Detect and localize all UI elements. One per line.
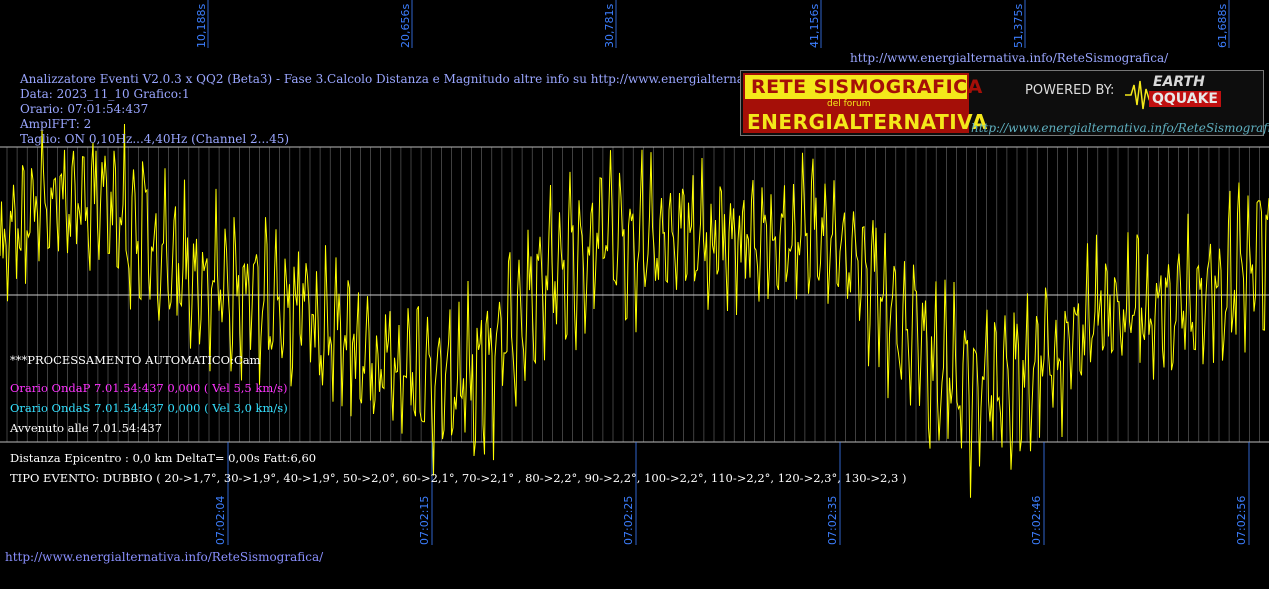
- header-amplfft: AmplFFT: 2: [20, 117, 92, 131]
- header-date: Data: 2023_11_10 Grafico:1: [20, 87, 190, 101]
- logo-title-2: del forum: [827, 99, 871, 109]
- quake-logo-text: QQUAKE: [1149, 91, 1221, 107]
- bottom-tick-label: 07:02:56: [1235, 496, 1248, 545]
- earth-logo-text: EARTH: [1153, 74, 1205, 90]
- bottom-tick-label: 07:02:46: [1030, 496, 1043, 545]
- bottom-tick-label: 07:02:04: [214, 496, 227, 545]
- top-tick-label: 30,781s: [603, 4, 616, 48]
- signal-trace: [0, 123, 1269, 498]
- tipo-evento-line: TIPO EVENTO: DUBBIO ( 20->1,7°, 30->1,9°…: [10, 471, 907, 485]
- header-time: Orario: 07:01:54:437: [20, 102, 149, 116]
- bottom-tick-label: 07:02:35: [826, 496, 839, 545]
- logo-url: http://www.energialternativa.info/ReteSi…: [971, 121, 1269, 135]
- bottom-tick-label: 07:02:15: [418, 496, 431, 545]
- bottom-url-link[interactable]: http://www.energialternativa.info/ReteSi…: [5, 550, 324, 564]
- processing-title: ***PROCESSAMENTO AUTOMATICO:Cam: [10, 353, 261, 367]
- top-tick-label: 41,156s: [808, 4, 821, 48]
- logo-title-1: RETE SISMOGRAFICA: [751, 76, 983, 98]
- distanza-line: Distanza Epicentro : 0,0 km DeltaT= 0,00…: [10, 451, 317, 465]
- top-tick-label: 20,656s: [399, 4, 412, 48]
- header-filter: Taglio: ON 0,10Hz...4,40Hz (Channel 2...…: [20, 132, 290, 146]
- top-url-link[interactable]: http://www.energialternativa.info/ReteSi…: [850, 51, 1169, 65]
- top-tick-label: 61,688s: [1216, 4, 1229, 48]
- bottom-tick-label: 07:02:25: [622, 496, 635, 545]
- avvenuto-line: Avvenuto alle 7.01.54:437: [10, 421, 163, 435]
- powered-by-label: POWERED BY:: [1025, 83, 1115, 98]
- header-title: Analizzatore Eventi V2.0.3 x QQ2 (Beta3)…: [20, 72, 909, 86]
- top-tick-label: 10,188s: [195, 4, 208, 48]
- onda-p-line: Orario OndaP 7.01.54:437 0,000 ( Vel 5,5…: [10, 381, 288, 395]
- top-tick-label: 51,375s: [1012, 4, 1025, 48]
- onda-s-line: Orario OndaS 7.01.54:437 0,000 ( Vel 3,0…: [10, 401, 288, 415]
- rete-sismografica-logo: RETE SISMOGRAFICA del forum ENERGIALTERN…: [740, 70, 1269, 136]
- logo-title-3: ENERGIALTERNATIVA: [747, 110, 988, 134]
